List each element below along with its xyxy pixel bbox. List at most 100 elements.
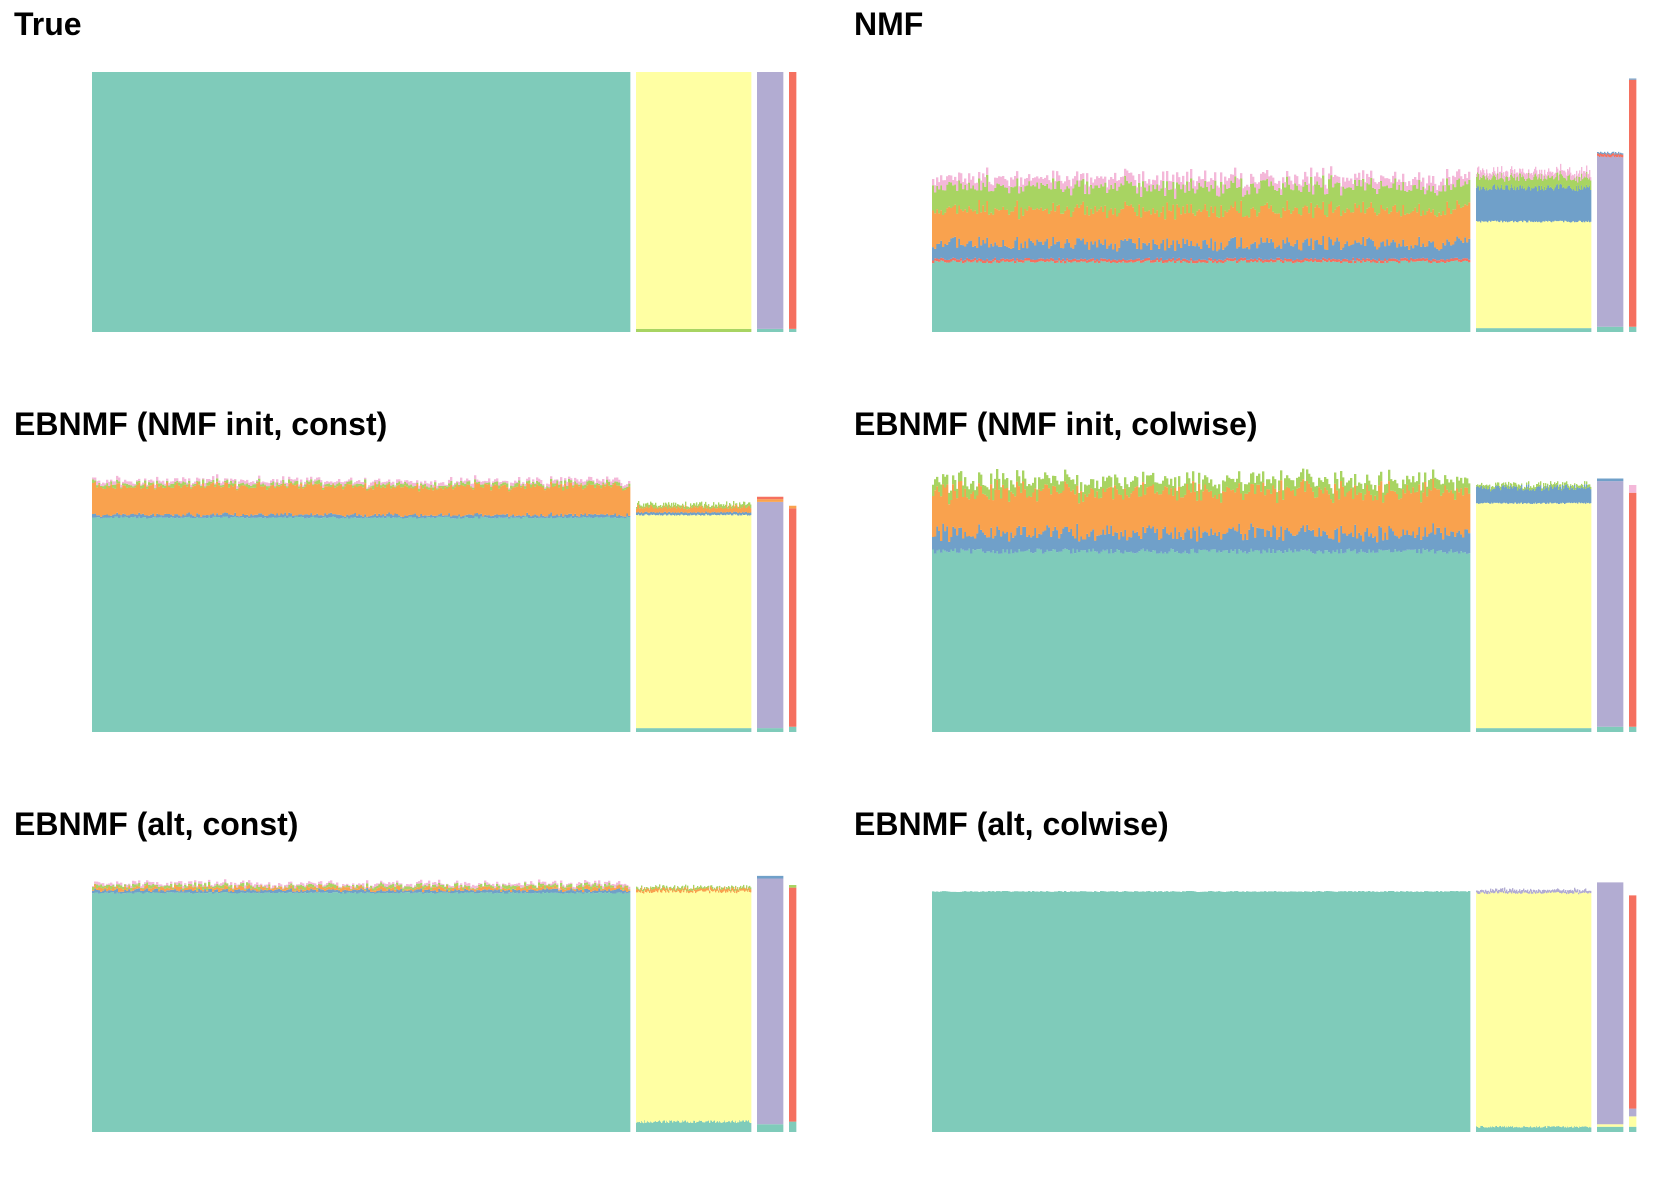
stack-layer-yellow bbox=[636, 72, 752, 329]
stack-layer-teal bbox=[789, 1121, 797, 1132]
stack-layer-orange bbox=[932, 478, 1471, 543]
stack-layer-orange bbox=[636, 504, 752, 514]
stack-layer-blue bbox=[932, 523, 1471, 554]
sample-group-2 bbox=[1476, 887, 1592, 1132]
stack-layer-purple bbox=[757, 878, 784, 1125]
panel-title: EBNMF (NMF init, const) bbox=[14, 406, 388, 442]
sample-group-2 bbox=[1476, 163, 1592, 332]
sample-group-4 bbox=[789, 505, 797, 732]
stack-layer-green bbox=[636, 501, 752, 510]
stack-layer-yellow bbox=[1597, 1124, 1624, 1127]
stack-layer-teal bbox=[92, 516, 631, 732]
panel-title: NMF bbox=[854, 6, 924, 42]
sample-group-4 bbox=[1629, 895, 1637, 1132]
plot-area bbox=[92, 875, 797, 1132]
panel-title: True bbox=[14, 6, 82, 42]
stack-layer-purple bbox=[757, 501, 784, 729]
sample-group-3 bbox=[1597, 478, 1624, 732]
plot-area bbox=[92, 72, 797, 332]
stack-layer-red bbox=[789, 887, 797, 1122]
stack-layer-blue bbox=[92, 512, 631, 519]
stack-layer-purple bbox=[757, 72, 784, 329]
stack-layer-orange bbox=[92, 884, 631, 893]
stack-layer-yellow bbox=[1629, 1116, 1637, 1127]
structure-plot-ebnmf-nmf-init-const: EBNMF (NMF init, const) bbox=[0, 400, 840, 800]
sample-group-4 bbox=[789, 885, 797, 1132]
stack-layer-blue bbox=[932, 236, 1471, 261]
stack-layer-purple bbox=[1597, 882, 1624, 1125]
stack-layer-red bbox=[1597, 153, 1624, 158]
panel-title: EBNMF (NMF init, colwise) bbox=[854, 406, 1258, 442]
stack-layer-pink bbox=[1629, 485, 1637, 493]
stack-layer-orange bbox=[932, 199, 1471, 252]
stack-layer-blue bbox=[1476, 484, 1592, 504]
sample-group-2 bbox=[636, 72, 752, 332]
sample-group-3 bbox=[757, 496, 784, 732]
structure-plot-ebnmf-alt-colwise: EBNMF (alt, colwise) bbox=[840, 800, 1680, 1200]
stack-layer-green bbox=[1476, 481, 1592, 492]
stack-layer-blue bbox=[1597, 478, 1624, 482]
stack-layer-orange bbox=[92, 481, 631, 518]
stack-layer-red bbox=[1629, 79, 1637, 327]
stack-layer-teal bbox=[636, 1120, 752, 1132]
sample-group-2 bbox=[1476, 481, 1592, 732]
sample-group-4 bbox=[789, 72, 797, 332]
stack-layer-yellow bbox=[636, 514, 752, 729]
stack-layer-red bbox=[757, 496, 784, 500]
sample-group-1 bbox=[932, 890, 1471, 1132]
stack-layer-green bbox=[1476, 170, 1592, 192]
stack-layer-teal bbox=[1629, 1126, 1637, 1132]
stack-layer-teal bbox=[932, 260, 1471, 332]
stack-layer-teal bbox=[1597, 726, 1624, 732]
stack-layer-teal bbox=[1629, 726, 1637, 732]
stack-layer-red bbox=[789, 508, 797, 727]
stack-layer-teal bbox=[932, 890, 1471, 1132]
plot-area bbox=[932, 468, 1637, 732]
stack-layer-teal bbox=[1597, 326, 1624, 332]
stack-layer-teal bbox=[636, 728, 752, 732]
stack-layer-pink bbox=[932, 166, 1471, 199]
sample-group-4 bbox=[1629, 485, 1637, 732]
stack-layer-blue bbox=[1597, 151, 1624, 155]
plot-area bbox=[932, 78, 1637, 332]
stack-layer-blue bbox=[636, 511, 752, 516]
stack-layer-yellow bbox=[636, 889, 752, 1124]
stack-layer-orange bbox=[636, 886, 752, 894]
sample-group-1 bbox=[92, 72, 631, 332]
stack-layer-green bbox=[932, 468, 1471, 505]
stack-layer-teal bbox=[757, 728, 784, 732]
stack-layer-purple bbox=[1597, 481, 1624, 727]
stack-layer-teal bbox=[1476, 328, 1592, 332]
stack-layer-pink bbox=[1476, 163, 1592, 183]
stack-layer-green bbox=[636, 328, 752, 332]
stack-layer-blue bbox=[757, 875, 784, 879]
plot-area bbox=[932, 882, 1637, 1132]
structure-plot-ebnmf-nmf-init-colwise: EBNMF (NMF init, colwise) bbox=[840, 400, 1680, 800]
stack-layer-purple bbox=[1597, 155, 1624, 327]
sample-group-4 bbox=[1629, 78, 1637, 332]
sample-group-3 bbox=[757, 72, 784, 332]
sample-group-2 bbox=[636, 884, 752, 1132]
stack-layer-blue bbox=[92, 888, 631, 894]
stack-layer-green bbox=[636, 884, 752, 892]
stack-layer-purple bbox=[1629, 1108, 1637, 1117]
panel-title: EBNMF (alt, const) bbox=[14, 806, 299, 842]
structure-plot-true: True bbox=[0, 0, 840, 400]
sample-group-1 bbox=[932, 468, 1471, 732]
sample-group-2 bbox=[636, 501, 752, 732]
stack-layer-teal bbox=[1629, 326, 1637, 332]
sample-group-1 bbox=[92, 474, 631, 732]
stack-layer-green bbox=[92, 478, 631, 492]
stack-layer-green bbox=[932, 174, 1471, 220]
stack-layer-teal bbox=[1476, 1125, 1592, 1132]
panel-title: EBNMF (alt, colwise) bbox=[854, 806, 1169, 842]
stack-layer-red bbox=[1629, 895, 1637, 1109]
sample-group-3 bbox=[1597, 882, 1624, 1132]
stack-layer-teal bbox=[92, 72, 631, 332]
stack-layer-yellow bbox=[1476, 502, 1592, 729]
stack-layer-yellow bbox=[1476, 220, 1592, 329]
sample-group-1 bbox=[92, 879, 631, 1132]
stack-layer-orange bbox=[757, 499, 784, 502]
stack-layer-teal bbox=[932, 548, 1471, 732]
sample-group-1 bbox=[932, 166, 1471, 332]
